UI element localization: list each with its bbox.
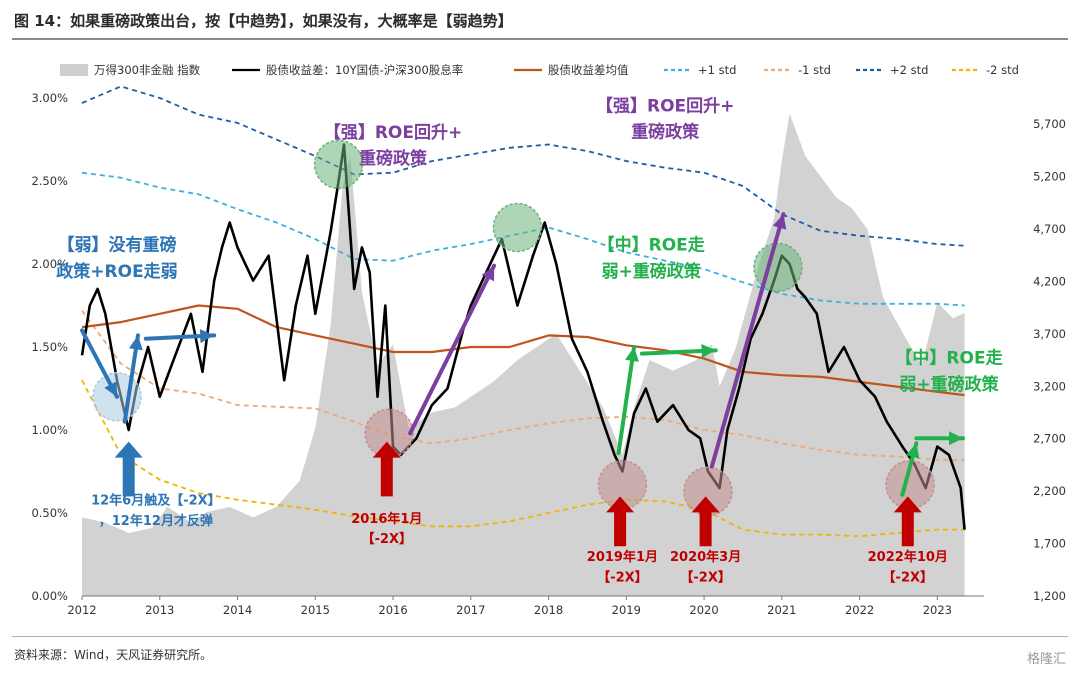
x-tick-label: 2017 [456,603,485,617]
legend-swatch-area [60,64,88,76]
annotation-text: 弱+重磅政策 [899,374,999,395]
legend-label: -1 std [798,63,831,77]
highlight-circle [492,202,543,253]
footer-divider [12,636,1068,637]
y-right-tick-label: 5,200 [1033,170,1066,184]
series-line-5 [81,85,965,247]
trend-arrow-head [772,214,787,230]
annotation-text: 【-2X】 [597,569,647,585]
legend-label: +1 std [698,63,736,77]
annotation-text: 重磅政策 [631,122,700,143]
trend-arrow-head [481,265,495,282]
y-left-tick-label: 1.00% [31,423,68,437]
y-right-tick-label: 3,200 [1033,379,1066,393]
source-note: 资料来源：Wind，天风证券研究所。 [14,648,213,662]
arrows-layer [80,212,966,547]
series-line-4 [81,309,965,461]
x-tick-label: 2015 [301,603,330,617]
up-arrow [372,441,401,497]
x-tick-label: 2019 [612,603,641,617]
trend-arrow-head [128,335,143,351]
chart-legend: 万得300非金融 指数 股债收益差：10Y国债-沪深300股息率 股债收益差均值 +1… [60,63,1019,77]
annotation-text: 弱+重磅政策 [602,261,702,282]
y-left-tick-label: 1.50% [31,340,68,354]
y-right-tick-label: 4,700 [1033,222,1066,236]
x-tick-label: 2016 [378,603,407,617]
series-line-6 [81,379,965,538]
series-line-3 [81,171,965,307]
series-lines-layer [80,85,966,538]
chart: 万得300非金融 指数 股债收益差：10Y国债-沪深300股息率 股债收益差均值 +1… [31,63,1066,617]
x-tick-label: 2020 [689,603,718,617]
y-right-tick-label: 1,200 [1033,589,1066,603]
trend-arrow-head [905,443,920,459]
annotation-text: 2016年1月 [351,511,422,527]
y-left-tick-label: 0.50% [31,506,68,520]
axes-layer: 2012 2013 2014 2015 2016 2017 2018 2019 2020 2021… [31,91,1066,617]
title-divider [12,38,1068,40]
y-right-tick-label: 1,700 [1033,537,1066,551]
y-right-tick-label: 4,200 [1033,274,1066,288]
x-tick-label: 2021 [767,603,796,617]
trend-arrow-shaft [122,333,140,424]
series-line-2 [81,304,965,397]
annotation-text: 【-2X】 [362,531,412,547]
y-left-tick-label: 3.00% [31,91,68,105]
trend-arrow-head [701,344,716,358]
series-area-index [82,113,965,596]
y-left-tick-label: 0.00% [31,589,68,603]
figure-title: 图 14：如果重磅政策出台，按【中趋势】，如果没有，大概率是【弱趋势】 [14,12,513,30]
watermark: 格隆汇 [1026,652,1066,667]
annotation-text: 【弱】没有重磅 [57,235,176,256]
x-tick-label: 2018 [534,603,563,617]
legend-label: 股债收益差均值 [548,63,629,77]
x-tick-label: 2014 [223,603,252,617]
y-right-tick-label: 2,700 [1033,432,1066,446]
annotation-text: 12年6月触及【-2X】 [91,493,221,509]
y-right-tick-label: 2,200 [1033,484,1066,498]
annotation-text: 政策+ROE走弱 [56,261,177,282]
x-tick-label: 2022 [845,603,874,617]
legend-label: 股债收益差：10Y国债-沪深300股息率 [266,63,463,77]
highlight-circle [313,139,364,190]
legend-label: 万得300非金融 指数 [94,63,201,77]
up-arrow [114,441,143,497]
annotation-text: 2019年1月 [587,549,658,565]
trend-arrow-head [104,381,117,397]
y-left-tick-label: 2.50% [31,174,68,188]
highlight-circle [753,242,803,293]
annotation-text: 重磅政策 [359,148,428,169]
trend-arrow-head [625,347,639,362]
x-tick-label: 2012 [67,603,96,617]
trend-arrow-head [199,329,215,344]
y-left-tick-label: 2.00% [31,257,68,271]
legend-label: +2 std [890,63,928,77]
annotation-text: 【强】ROE回升+ [324,122,462,143]
y-right-tick-label: 3,700 [1033,327,1066,341]
up-arrow [691,496,720,547]
annotation-text: ，12年12月才反弹 [99,513,213,529]
annotation-text: 2020年3月 [670,549,741,565]
annotation-text: 【强】ROE回升+ [596,95,734,116]
up-arrow [893,496,922,547]
annotation-text: 【中】ROE走 [895,348,1002,369]
annotation-text: 【中】ROE走 [598,235,705,256]
annotation-text: 2022年10月 [868,549,948,565]
x-tick-label: 2013 [145,603,174,617]
index-area-layer [82,113,965,596]
annotation-text: 【-2X】 [680,569,730,585]
trend-arrow-shaft [408,263,497,436]
up-arrow [606,496,635,547]
trend-arrow-head [949,431,963,446]
y-right-tick-label: 5,700 [1033,117,1066,131]
trend-arrow-shaft [616,345,637,456]
trend-arrow-shaft [709,212,786,469]
legend-label: -2 std [986,63,1019,77]
x-tick-label: 2023 [923,603,952,617]
annotation-text: 【-2X】 [883,569,933,585]
